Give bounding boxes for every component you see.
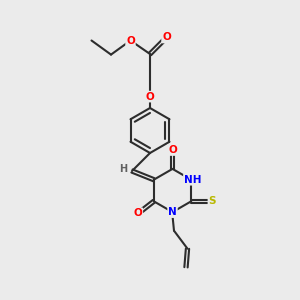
Text: O: O <box>162 32 171 43</box>
Text: H: H <box>119 164 128 175</box>
Text: NH: NH <box>184 175 202 185</box>
Text: O: O <box>134 208 142 218</box>
Text: O: O <box>126 35 135 46</box>
Text: O: O <box>168 145 177 155</box>
Text: N: N <box>168 207 177 217</box>
Text: O: O <box>146 92 154 102</box>
Text: S: S <box>208 196 216 206</box>
